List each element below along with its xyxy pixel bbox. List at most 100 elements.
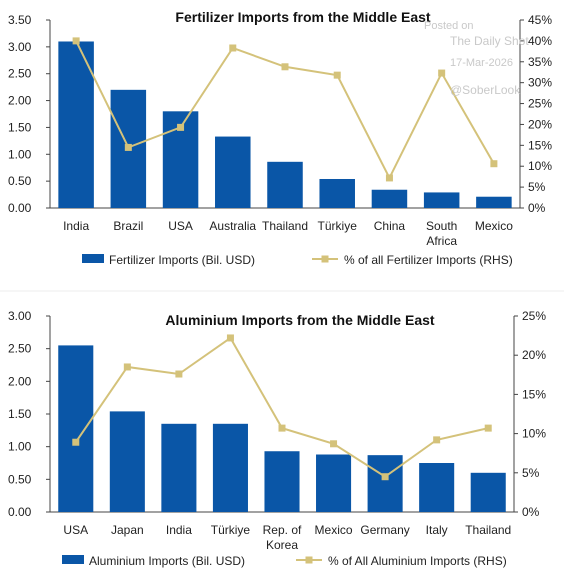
fertilizer-chart: 0.00 0.50 1.00 1.50 2.00 2.50 3.00 3.50 0% 5% 10% 1… bbox=[8, 9, 552, 267]
category-label: Australia bbox=[209, 219, 256, 233]
right-tick-label: 20% bbox=[522, 348, 546, 362]
category-label: Türkiye bbox=[211, 523, 251, 537]
category-label: Africa bbox=[426, 234, 457, 248]
category-label: Brazil bbox=[113, 219, 143, 233]
right-tick-label: 25% bbox=[528, 97, 552, 111]
right-tick-label: 5% bbox=[528, 180, 546, 194]
category-label: Thailand bbox=[465, 523, 511, 537]
category-label: China bbox=[374, 219, 406, 233]
category-label: USA bbox=[63, 523, 88, 537]
watermark: Posted on The Daily Shot 17-Mar-2026 @So… bbox=[424, 20, 529, 97]
right-tick-label: 30% bbox=[528, 76, 552, 90]
bar bbox=[58, 345, 94, 512]
share-point bbox=[175, 370, 183, 378]
share-point bbox=[385, 174, 393, 182]
share-point bbox=[123, 363, 131, 371]
category-label: South bbox=[426, 219, 457, 233]
left-tick-label: 2.50 bbox=[8, 342, 32, 356]
left-tick-label: 0.50 bbox=[8, 174, 32, 188]
bar bbox=[264, 451, 300, 512]
right-tick-label: 15% bbox=[522, 387, 546, 401]
bar bbox=[476, 196, 512, 208]
chart-title: Fertilizer Imports from the Middle East bbox=[175, 9, 430, 25]
left-tick-label: 0.00 bbox=[8, 201, 32, 215]
category-label: Thailand bbox=[262, 219, 308, 233]
right-tick-label: 35% bbox=[528, 55, 552, 69]
share-point bbox=[229, 44, 237, 52]
left-tick-label: 1.50 bbox=[8, 120, 32, 134]
category-label: Korea bbox=[266, 538, 298, 552]
bar bbox=[58, 41, 94, 208]
bar bbox=[419, 463, 455, 512]
bar bbox=[267, 161, 303, 208]
legend-line-marker bbox=[305, 556, 313, 564]
share-point bbox=[484, 424, 492, 432]
right-tick-label: 25% bbox=[522, 309, 546, 323]
legend-line-label: % of all Fertilizer Imports (RHS) bbox=[344, 253, 513, 267]
chart-title: Aluminium Imports from the Middle East bbox=[165, 312, 434, 328]
bar bbox=[316, 454, 352, 512]
category-label: India bbox=[166, 523, 192, 537]
category-label: Italy bbox=[426, 523, 448, 537]
right-tick-label: 20% bbox=[528, 117, 552, 131]
category-label: Germany bbox=[360, 523, 409, 537]
bar bbox=[423, 192, 460, 208]
left-tick-label: 3.00 bbox=[8, 309, 32, 323]
share-point bbox=[281, 63, 289, 71]
left-tick-label: 3.50 bbox=[8, 13, 32, 27]
share-point bbox=[490, 160, 498, 168]
right-tick-label: 10% bbox=[528, 159, 552, 173]
category-label: Türkiye bbox=[318, 219, 358, 233]
share-point bbox=[72, 37, 80, 45]
legend-line-label: % of All Aluminium Imports (RHS) bbox=[328, 554, 507, 568]
left-tick-label: 3.00 bbox=[8, 40, 32, 54]
bar bbox=[161, 423, 197, 512]
right-tick-label: 45% bbox=[528, 13, 552, 27]
left-tick-label: 2.50 bbox=[8, 67, 32, 81]
watermark-source: The Daily Shot bbox=[450, 34, 529, 48]
bar bbox=[470, 472, 506, 512]
aluminium-chart: 0.00 0.50 1.00 1.50 2.00 2.50 3.00 0% 5% 10% 15% 20… bbox=[8, 309, 546, 568]
right-tick-label: 0% bbox=[528, 201, 546, 215]
legend-bar-swatch bbox=[62, 555, 84, 564]
right-tick-label: 15% bbox=[528, 138, 552, 152]
left-tick-label: 0.00 bbox=[8, 505, 32, 519]
category-label: USA bbox=[168, 219, 193, 233]
watermark-handle: @SoberLook bbox=[450, 83, 521, 97]
legend-bar-label: Fertilizer Imports (Bil. USD) bbox=[109, 253, 255, 267]
bar bbox=[212, 423, 248, 512]
legend-bar-swatch bbox=[82, 254, 104, 263]
watermark-posted: Posted on bbox=[424, 20, 474, 32]
left-tick-label: 1.00 bbox=[8, 147, 32, 161]
left-tick-label: 2.00 bbox=[8, 374, 32, 388]
left-tick-label: 0.50 bbox=[8, 472, 32, 486]
right-tick-label: 10% bbox=[522, 427, 546, 441]
left-tick-label: 2.00 bbox=[8, 94, 32, 108]
bar bbox=[371, 189, 408, 208]
bar bbox=[319, 178, 355, 208]
category-label: Japan bbox=[111, 523, 144, 537]
share-point bbox=[333, 71, 341, 79]
right-tick-label: 0% bbox=[522, 505, 540, 519]
right-tick-label: 5% bbox=[522, 466, 540, 480]
category-label: Mexico bbox=[475, 219, 513, 233]
bar bbox=[367, 455, 403, 512]
right-tick-label: 40% bbox=[528, 34, 552, 48]
share-point bbox=[124, 143, 132, 151]
share-point bbox=[381, 473, 389, 481]
category-label: India bbox=[63, 219, 89, 233]
share-point bbox=[226, 334, 234, 342]
category-label: Mexico bbox=[315, 523, 353, 537]
watermark-date: 17-Mar-2026 bbox=[450, 57, 513, 69]
left-tick-label: 1.50 bbox=[8, 407, 32, 421]
share-point bbox=[72, 438, 80, 446]
bar bbox=[215, 136, 251, 208]
category-label: Rep. of bbox=[263, 523, 302, 537]
legend-line-marker bbox=[321, 255, 329, 263]
share-point bbox=[438, 69, 446, 77]
share-point bbox=[278, 424, 286, 432]
left-tick-label: 1.00 bbox=[8, 440, 32, 454]
share-point bbox=[433, 436, 441, 444]
share-point bbox=[330, 440, 338, 448]
